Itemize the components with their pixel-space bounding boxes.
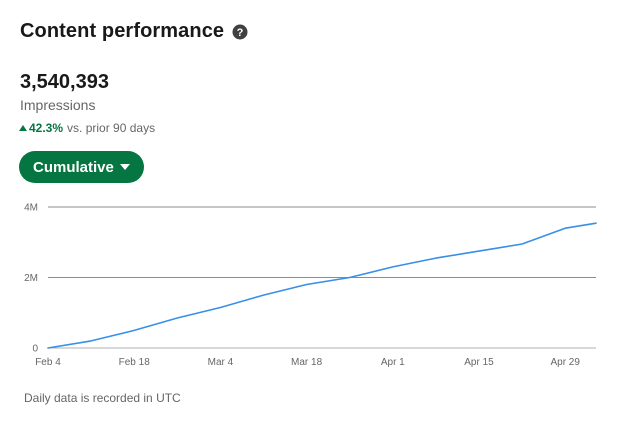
delta-text: vs. prior 90 days — [67, 121, 156, 135]
cumulative-dropdown-button[interactable]: Cumulative — [19, 151, 144, 183]
page-title: Content performance — [20, 20, 225, 42]
y-tick-label: 4M — [24, 203, 38, 214]
x-tick-label: Apr 1 — [381, 357, 405, 368]
impressions-value: 3,540,393 — [20, 71, 109, 93]
x-tick-label: Apr 15 — [464, 357, 494, 368]
dropdown-label: Cumulative — [33, 158, 114, 176]
impressions-label: Impressions — [20, 97, 96, 113]
delta-value: 42.3% — [29, 121, 64, 135]
impressions-series-line — [47, 222, 597, 349]
question-circle-icon[interactable]: ? — [232, 24, 248, 40]
x-tick-label: Mar 18 — [291, 357, 323, 368]
x-tick-label: Apr 29 — [550, 357, 580, 368]
svg-text:?: ? — [237, 27, 244, 39]
y-tick-label: 0 — [32, 344, 38, 355]
y-tick-label: 2M — [24, 273, 38, 284]
x-tick-label: Feb 18 — [119, 357, 151, 368]
impressions-metric: 3,540,393 — [20, 71, 109, 94]
impressions-line-chart: 4M 2M 0 Feb 4 Feb 18 Mar 4 Mar 18 Apr 1 Apr 15 Ap… — [24, 203, 597, 368]
caret-up-icon — [19, 125, 27, 131]
header: Content performance ? — [20, 20, 248, 43]
delta-indicator: 42.3% vs. prior 90 days — [19, 121, 155, 135]
x-tick-label: Mar 4 — [208, 357, 234, 368]
x-tick-label: Feb 4 — [35, 357, 61, 368]
utc-note: Daily data is recorded in UTC — [24, 391, 181, 405]
caret-down-icon — [119, 164, 130, 170]
